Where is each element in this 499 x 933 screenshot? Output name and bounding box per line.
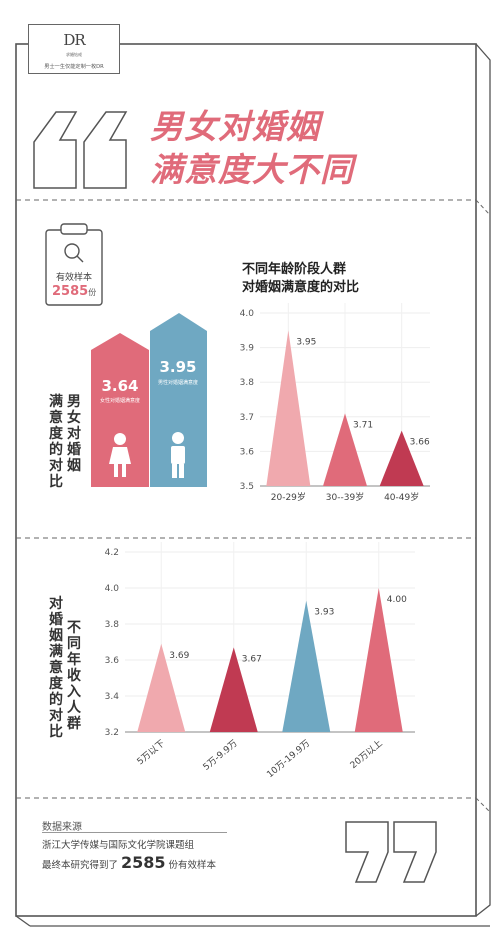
page-title-line1: 男女对婚姻 (150, 107, 320, 146)
gender-vertical-label-1: 满意度的对比 (49, 394, 63, 490)
age-chart-ytick-label: 4.0 (240, 309, 255, 319)
page-title-line2: 满意度大不同 (150, 150, 354, 189)
age-chart-ytick-label: 3.9 (240, 344, 255, 354)
age-chart-xtick-label: 30--39岁 (326, 491, 364, 503)
age-chart-xtick-label: 20-29岁 (271, 491, 306, 503)
income-chart-value-label: 4.00 (387, 595, 407, 605)
source-divider (42, 832, 227, 833)
age-chart-ytick-label: 3.6 (240, 447, 255, 457)
female-person-icon (109, 433, 131, 477)
income-chart-bar (137, 643, 186, 732)
source-count-suffix: 份有效样本 (168, 860, 217, 871)
age-chart-ytick-label: 3.5 (240, 482, 254, 492)
age-chart: 4.0 3.9 3.8 3.7 3.6 3.5 3.95 20-29岁 3.71 30--39岁 3… (240, 303, 430, 503)
age-chart-bar (266, 330, 311, 486)
source-heading: 数据来源 (42, 822, 82, 833)
clipboard-icon (45, 223, 103, 306)
female-label: 女性对婚姻满意度 (99, 398, 140, 404)
income-chart-ytick-label: 3.4 (105, 692, 120, 702)
income-vertical-label-2: 不同年收入人群 (67, 620, 81, 732)
income-chart-value-label: 3.69 (169, 651, 189, 661)
source-count-prefix: 最终本研究得到了 (42, 860, 119, 871)
male-arrow-shape (150, 313, 207, 487)
brand-logo: DR 求婚钻戒 男士一生仅能定制一枚DR (28, 24, 120, 74)
income-chart-ytick-label: 3.8 (105, 620, 120, 630)
age-chart-value-label: 3.95 (296, 337, 316, 347)
income-chart-ytick-label: 3.6 (105, 656, 120, 666)
sample-label: 有效样本 (55, 273, 92, 283)
income-chart-bar (354, 588, 403, 732)
female-arrow-shape (91, 333, 149, 487)
income-chart-bar (209, 647, 258, 732)
income-chart-xtick-label: 5万以下 (136, 739, 168, 768)
close-quote-icon (345, 821, 437, 883)
age-chart-bar (323, 413, 367, 486)
male-label: 男性对婚姻满意度 (157, 380, 198, 386)
male-value: 3.95 (159, 358, 197, 376)
age-chart-bar (379, 430, 424, 486)
brand-slogan: 男士一生仅能定制一枚DR (44, 64, 104, 70)
income-chart-ytick-label: 4.2 (105, 548, 119, 558)
age-chart-title-line1: 不同年龄阶段人群 (242, 262, 347, 277)
age-chart-value-label: 3.66 (410, 438, 430, 448)
source-org: 浙江大学传媒与国际文化学院课题组 (42, 840, 195, 851)
age-chart-title-line2: 对婚姻满意度的对比 (242, 280, 360, 295)
gender-vertical-label-2: 男女对婚姻 (67, 394, 81, 474)
age-chart-ytick-label: 3.8 (240, 378, 255, 388)
male-person-icon (171, 432, 185, 478)
brand-sub: 求婚钻戒 (66, 52, 82, 57)
income-chart-xtick-label: 5万-9.9万 (202, 739, 240, 773)
income-chart-value-label: 3.93 (314, 608, 334, 618)
source-count-number: 2585 (121, 853, 166, 872)
sample-unit: 份 (88, 288, 97, 297)
income-chart-value-label: 3.67 (242, 654, 262, 664)
income-chart-xtick-label: 20万以上 (348, 738, 385, 771)
source-count: 最终本研究得到了 2585 份有效样本 (42, 853, 216, 872)
female-value: 3.64 (101, 377, 139, 395)
income-chart-ytick-label: 3.2 (105, 728, 119, 738)
age-chart-ytick-label: 3.7 (240, 413, 254, 423)
sample-count: 2585 (52, 284, 89, 299)
income-chart-bar (282, 600, 331, 732)
sample-count-wrap: 2585份 (52, 284, 96, 299)
age-chart-value-label: 3.71 (353, 420, 373, 430)
income-chart-ytick-label: 4.0 (105, 584, 120, 594)
age-chart-xtick-label: 40-49岁 (384, 491, 419, 503)
open-quote-icon (33, 111, 128, 189)
brand-mark: DR (63, 31, 85, 49)
income-vertical-label-1: 对婚姻满意度的对比 (49, 596, 63, 740)
income-chart: 4.2 4.0 3.8 3.6 3.4 3.2 3.69 5万以下 3.67 5万-9.9万 3.9… (105, 542, 415, 781)
income-chart-xtick-label: 10万-19.9万 (265, 739, 312, 781)
